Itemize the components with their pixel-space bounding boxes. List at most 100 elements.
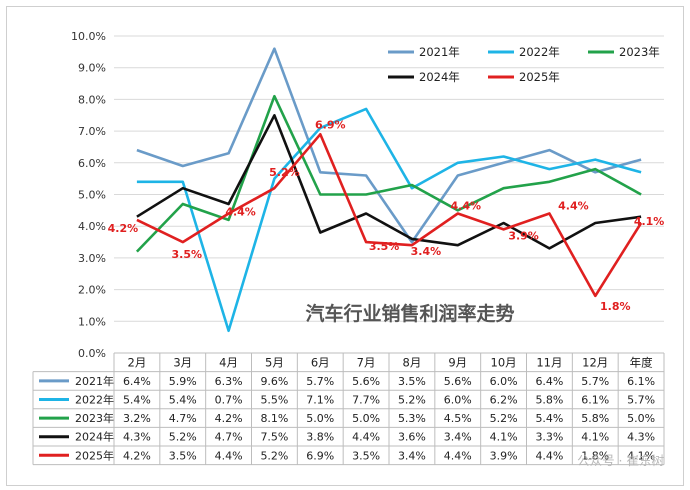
table-cell: 3.3% bbox=[535, 431, 563, 444]
data-label: 4.4% bbox=[450, 200, 481, 213]
table-cell: 4.4% bbox=[535, 449, 563, 462]
table-cell: 3.9% bbox=[490, 449, 518, 462]
y-tick-label: 10.0% bbox=[71, 30, 106, 43]
table-cell: 5.6% bbox=[444, 375, 472, 388]
table-cell: 6.0% bbox=[490, 375, 518, 388]
table-cell: 5.4% bbox=[123, 394, 151, 407]
table-cell: 4.3% bbox=[123, 431, 151, 444]
y-tick-label: 5.0% bbox=[78, 189, 106, 202]
y-tick-label: 3.0% bbox=[78, 252, 106, 265]
table-cell: 5.6% bbox=[352, 375, 380, 388]
table-cell: 6.0% bbox=[444, 394, 472, 407]
table-cell: 9.6% bbox=[260, 375, 288, 388]
table-cell: 6.3% bbox=[215, 375, 243, 388]
table-cell: 4.1% bbox=[490, 431, 518, 444]
table-cell: 5.8% bbox=[581, 412, 609, 425]
table-cell: 5.0% bbox=[627, 412, 655, 425]
table-cell: 6.1% bbox=[581, 394, 609, 407]
y-tick-label: 2.0% bbox=[78, 284, 106, 297]
series-line bbox=[136, 114, 642, 250]
table-cell: 5.0% bbox=[352, 412, 380, 425]
category-label: 8月 bbox=[403, 355, 422, 369]
table-cell: 4.7% bbox=[169, 412, 197, 425]
table-cell: 5.2% bbox=[490, 412, 518, 425]
y-tick-label: 4.0% bbox=[78, 220, 106, 233]
series-line bbox=[136, 47, 642, 244]
category-label: 3月 bbox=[173, 355, 192, 369]
table-cell: 4.4% bbox=[444, 449, 472, 462]
data-label: 3.5% bbox=[369, 240, 400, 253]
watermark: 公众号 · 崔东树 bbox=[577, 453, 664, 468]
category-label: 9月 bbox=[448, 355, 467, 369]
table-cell: 3.5% bbox=[169, 449, 197, 462]
series-line bbox=[136, 133, 643, 298]
legend-label: 2025年 bbox=[519, 70, 560, 84]
y-tick-label: 7.0% bbox=[78, 125, 106, 138]
chart-title: 汽车行业销售利润率走势 bbox=[305, 302, 514, 325]
table-cell: 5.2% bbox=[260, 449, 288, 462]
data-label: 4.1% bbox=[634, 215, 665, 228]
table-cell: 4.1% bbox=[627, 449, 655, 462]
data-label: 1.8% bbox=[600, 300, 631, 313]
table-cell: 3.5% bbox=[398, 375, 426, 388]
table-cell: 0.7% bbox=[215, 394, 243, 407]
category-label: 7月 bbox=[357, 355, 376, 369]
table-cell: 5.4% bbox=[169, 394, 197, 407]
table-cell: 3.5% bbox=[352, 449, 380, 462]
category-label: 2月 bbox=[128, 355, 147, 369]
y-tick-label: 8.0% bbox=[78, 93, 106, 106]
series-line bbox=[135, 94, 642, 253]
table-cell: 4.2% bbox=[215, 412, 243, 425]
table-cell: 6.9% bbox=[306, 449, 334, 462]
data-label: 6.9% bbox=[315, 118, 346, 131]
table-cell: 5.7% bbox=[306, 375, 334, 388]
table-cell: 6.4% bbox=[123, 375, 151, 388]
table-cell: 6.2% bbox=[490, 394, 518, 407]
legend-label: 2024年 bbox=[419, 70, 460, 84]
table-cell: 7.1% bbox=[306, 394, 334, 407]
chart-frame bbox=[6, 6, 684, 486]
table-cell: 7.5% bbox=[260, 431, 288, 444]
table-cell: 4.5% bbox=[444, 412, 472, 425]
data-label: 3.5% bbox=[171, 248, 202, 261]
category-label: 10月 bbox=[491, 355, 517, 369]
y-tick-label: 0.0% bbox=[78, 347, 106, 360]
row-label: 2021年 bbox=[75, 374, 114, 388]
table-cell: 5.2% bbox=[169, 431, 197, 444]
data-label: 5.2% bbox=[269, 166, 300, 179]
table-cell: 5.4% bbox=[535, 412, 563, 425]
y-tick-label: 6.0% bbox=[78, 157, 106, 170]
table-cell: 5.7% bbox=[627, 394, 655, 407]
table-cell: 5.3% bbox=[398, 412, 426, 425]
legend-label: 2021年 bbox=[419, 45, 460, 59]
row-label: 2023年 bbox=[75, 411, 114, 425]
table-cell: 4.4% bbox=[215, 449, 243, 462]
table-cell: 4.2% bbox=[123, 449, 151, 462]
data-label: 3.9% bbox=[508, 229, 539, 242]
table-cell: 4.7% bbox=[215, 431, 243, 444]
category-label: 11月 bbox=[536, 355, 562, 369]
table-cell: 1.8% bbox=[581, 449, 609, 462]
data-label: 4.4% bbox=[225, 206, 256, 219]
table-cell: 5.9% bbox=[169, 375, 197, 388]
table-cell: 6.1% bbox=[627, 375, 655, 388]
y-tick-label: 9.0% bbox=[78, 62, 106, 75]
row-label: 2024年 bbox=[75, 430, 114, 444]
table-cell: 5.5% bbox=[260, 394, 288, 407]
table-cell: 3.8% bbox=[306, 431, 334, 444]
series-line bbox=[136, 107, 642, 333]
table-cell: 3.2% bbox=[123, 412, 151, 425]
category-label: 年度 bbox=[630, 355, 653, 369]
table-cell: 5.8% bbox=[535, 394, 563, 407]
data-label: 4.4% bbox=[558, 200, 589, 213]
table-cell: 8.1% bbox=[260, 412, 288, 425]
table-cell: 4.1% bbox=[581, 431, 609, 444]
y-tick-label: 1.0% bbox=[78, 315, 106, 328]
table-cell: 3.6% bbox=[398, 431, 426, 444]
category-label: 5月 bbox=[265, 355, 284, 369]
data-label: 3.4% bbox=[411, 245, 442, 258]
table-cell: 5.2% bbox=[398, 394, 426, 407]
row-label: 2025年 bbox=[75, 448, 114, 462]
table-cell: 4.3% bbox=[627, 431, 655, 444]
